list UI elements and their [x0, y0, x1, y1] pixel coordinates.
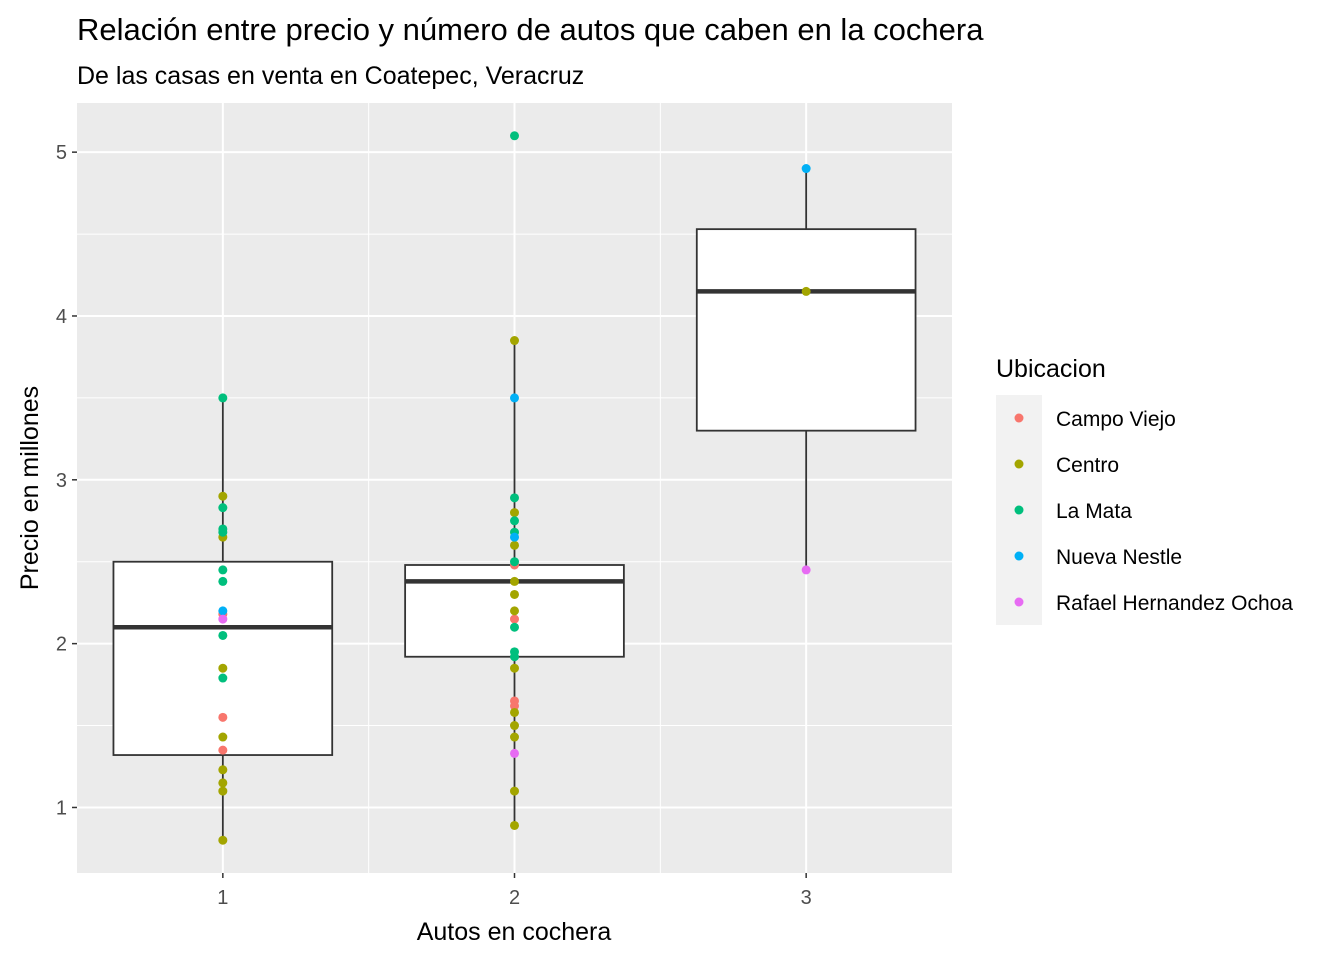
data-point [510, 589, 519, 599]
x-axis-ticks: 1 2 3 [217, 873, 812, 909]
y-axis-ticks: 1 2 3 4 5 [56, 142, 77, 819]
data-point [218, 393, 228, 403]
data-point [218, 606, 228, 616]
data-point [801, 286, 811, 296]
legend-key [1014, 413, 1024, 423]
legend-item-campo-viejo: Campo Viejo [1014, 408, 1176, 431]
legend-item-la-mata: La Mata [1014, 500, 1132, 523]
data-point [218, 673, 228, 683]
data-point [218, 786, 228, 796]
data-point [218, 576, 228, 586]
legend-label: Campo Viejo [1056, 408, 1176, 431]
data-point [510, 732, 519, 742]
data-point [510, 508, 519, 518]
legend-title: Ubicacion [996, 355, 1106, 383]
data-point [218, 503, 228, 513]
legend-key [1014, 505, 1024, 515]
chart-title: Relación entre precio y número de autos … [77, 12, 984, 47]
data-point [510, 622, 519, 632]
y-tick-label: 5 [56, 142, 67, 164]
y-axis-title: Precio en millones [16, 386, 44, 590]
x-tick-label: 1 [217, 887, 228, 909]
data-point [510, 576, 519, 586]
data-points [218, 131, 811, 845]
x-tick-label: 3 [801, 887, 812, 909]
y-tick-label: 1 [56, 797, 67, 819]
legend-key [1014, 551, 1024, 561]
legend-key [1014, 597, 1024, 607]
data-point [218, 524, 228, 534]
box-iqr [695, 228, 917, 432]
data-point [218, 491, 228, 501]
data-point [510, 707, 519, 717]
series-rafael-hernandez-ochoa [218, 565, 811, 758]
x-tick-label: 2 [509, 887, 520, 909]
data-point [218, 778, 228, 788]
data-point [510, 336, 519, 346]
data-point [218, 565, 228, 575]
data-point [510, 614, 519, 624]
data-point [510, 606, 519, 616]
legend-items: Campo Viejo Centro La Mata Nueva Nestle Rafa… [1014, 408, 1293, 615]
data-point [510, 516, 519, 526]
data-point [510, 647, 519, 657]
legend-item-centro: Centro [1014, 454, 1119, 477]
series-centro [218, 286, 811, 845]
data-point [510, 786, 519, 796]
box-3 [695, 168, 917, 570]
data-point [218, 663, 228, 673]
data-point [218, 614, 228, 624]
boxplots [112, 131, 917, 841]
series-nueva-nestle [218, 164, 811, 616]
data-point [510, 540, 519, 550]
data-point [801, 164, 811, 174]
data-point [510, 721, 519, 731]
y-tick-label: 2 [56, 634, 67, 656]
data-point [510, 701, 519, 711]
x-axis-title: Autos en cochera [417, 918, 612, 946]
y-tick-label: 3 [56, 470, 67, 492]
data-point [510, 663, 519, 673]
data-point [218, 745, 228, 755]
legend-label: Rafael Hernandez Ochoa [1056, 592, 1293, 615]
legend-label: Centro [1056, 454, 1119, 477]
legend-label: Nueva Nestle [1056, 546, 1182, 569]
data-point [218, 835, 228, 845]
legend: Ubicacion Campo Viejo Centro La Mata Nueva … [996, 355, 1293, 625]
y-tick-label: 4 [56, 306, 67, 328]
series-la-mata [218, 131, 519, 683]
data-point [801, 565, 811, 575]
data-point [218, 712, 228, 722]
box-iqr [112, 560, 334, 756]
data-point [510, 748, 519, 758]
data-point [510, 393, 519, 403]
data-point [510, 532, 519, 542]
legend-item-rafael-hernandez-ochoa: Rafael Hernandez Ochoa [1014, 592, 1293, 615]
legend-item-nueva-nestle: Nueva Nestle [1014, 546, 1182, 569]
box-1 [112, 397, 334, 841]
data-point [510, 131, 519, 141]
data-point [218, 732, 228, 742]
data-point [510, 820, 519, 830]
data-point [510, 557, 519, 567]
legend-label: La Mata [1056, 500, 1132, 523]
data-point [218, 630, 228, 640]
data-point [218, 765, 228, 775]
legend-key [1014, 459, 1024, 469]
data-point [510, 493, 519, 503]
chart-subtitle: De las casas en venta en Coatepec, Verac… [77, 62, 584, 90]
